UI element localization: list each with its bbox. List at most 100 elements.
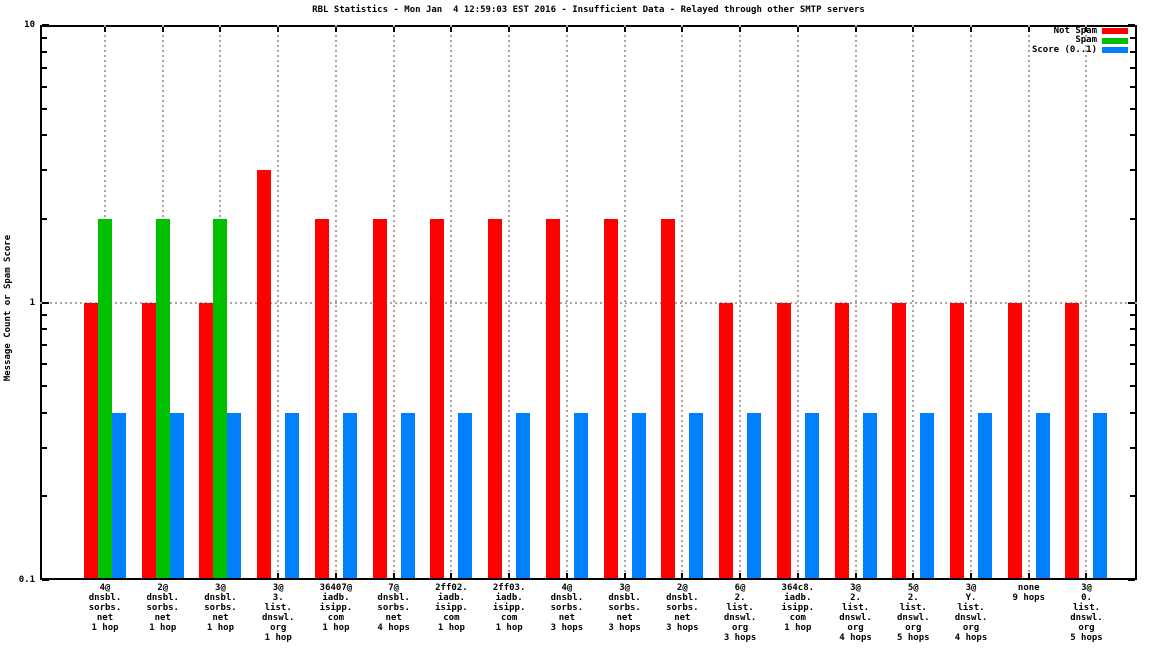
x-tic-top [392, 27, 395, 32]
x-tic-bottom [854, 573, 857, 578]
bar-score-0-1- [169, 412, 184, 578]
x-tick-label-line: 5 hops [897, 633, 930, 643]
x-tick-label-line: org [962, 623, 980, 633]
legend-label: Spam [1075, 35, 1097, 45]
x-tick-label: 2@ dnsbl. sorbs. net 1 hop [134, 583, 192, 633]
x-tick-label-line: net [558, 613, 575, 623]
x-tick-label-line: 3@ [850, 583, 861, 593]
bar-score-0-1- [862, 412, 877, 578]
x-tic-bottom [623, 573, 626, 578]
x-tick-label-line: dnswl. [1070, 613, 1103, 623]
x-tick-label-line: isipp. [492, 603, 526, 613]
x-tick-label-line: dnsbl. [377, 593, 410, 603]
x-tic-bottom [796, 573, 799, 578]
legend-swatch-spam [1102, 37, 1128, 44]
x-tic-top [277, 27, 280, 32]
bar-score-0-1- [112, 412, 126, 578]
x-tick-label-line: 2@ [676, 583, 688, 593]
y-minor-tic-right [1130, 385, 1135, 388]
x-tic-top [161, 27, 164, 32]
x-tick-label-line: com [327, 613, 345, 623]
bar-score-0-1- [920, 412, 935, 578]
y-minor-tic-left [42, 50, 47, 53]
x-tick-label-line: 364c8. [781, 583, 815, 593]
x-tic-top [1085, 27, 1088, 32]
y-minor-tic-left [42, 169, 47, 172]
x-tick-label-line: 3@ [272, 583, 284, 593]
x-tick-label-line: list. [726, 603, 754, 613]
x-tick-label-line: dnsbl. [146, 593, 179, 603]
x-tic-bottom [912, 573, 915, 578]
bar-spam [213, 218, 228, 578]
x-tick-label: 5@ 2. list. dnswl. org 5 hops [884, 583, 942, 643]
y-major-tic-right [1128, 301, 1135, 304]
x-tick-label-line: 4 hops [954, 633, 988, 643]
x-tick-label-line: 3@ [965, 583, 977, 593]
x-tic-bottom [450, 573, 453, 578]
bar-score-0-1- [227, 412, 242, 578]
x-tick-label-line: 3@ [1081, 583, 1092, 593]
x-tick-label-line: dnsbl. [666, 593, 699, 603]
x-tic-bottom [392, 573, 395, 578]
bar-not-spam [488, 218, 503, 578]
x-tick-label-line: isipp. [319, 603, 353, 613]
y-minor-tic-left [42, 217, 47, 220]
x-tick-label-line: org [905, 623, 922, 633]
y-tick-label: 1 [29, 297, 35, 308]
x-tick-label-line: list. [842, 603, 870, 613]
x-tick-label-line: list. [899, 603, 927, 613]
x-tick-label-line: net [385, 613, 402, 623]
x-tick-label-line: dnsbl. [88, 593, 122, 603]
bar-not-spam [141, 302, 156, 578]
y-minor-tic-right [1130, 411, 1135, 414]
x-tick-label-line: isipp. [435, 603, 468, 613]
x-tick-label-line: sorbs. [608, 603, 641, 613]
x-tic-top [739, 27, 742, 32]
bar-not-spam [719, 302, 734, 578]
y-minor-tic-right [1130, 66, 1135, 69]
y-minor-tic-left [42, 66, 47, 69]
x-tick-label: 3@ Y. list. dnswl. org 4 hops [942, 583, 1000, 643]
x-tick-label-line: iadb. [784, 593, 812, 603]
x-tick-label-line: 3@ [619, 583, 631, 593]
x-tick-label-line: dnswl. [897, 613, 930, 623]
x-tick-label-line: iadb. [495, 593, 523, 603]
x-tick-label-line: dnsbl. [608, 593, 641, 603]
x-tick-label-line: 2ff02. [435, 583, 468, 593]
x-tick-label: 7@ dnsbl. sorbs. net 4 hops [365, 583, 423, 633]
x-tick-label-line: 2. [907, 593, 919, 603]
x-tick-label-line: dnswl. [839, 613, 872, 623]
x-tick-label-line: net [674, 613, 691, 623]
x-tick-label: 3@ 2. list. dnswl. org 4 hops [827, 583, 885, 643]
x-tick-label-line: 1 hop [149, 623, 177, 633]
bar-not-spam [545, 218, 560, 578]
x-tick-label-line: org [1078, 623, 1095, 633]
x-tick-label-line: 3 hops [550, 623, 584, 633]
bar-not-spam [257, 170, 272, 578]
bar-not-spam [892, 302, 907, 578]
x-tick-label-line: 3@ [215, 583, 226, 593]
x-tic-bottom [277, 573, 280, 578]
x-tic-top [912, 27, 915, 32]
x-tick-label: 3@ dnsbl. sorbs. net 1 hop [191, 583, 249, 633]
bar-not-spam [834, 302, 849, 578]
y-minor-tic-left [42, 385, 47, 388]
x-tick-label-line: 0. [1081, 593, 1092, 603]
x-tick-label-line: 1 hop [91, 623, 119, 633]
bar-score-0-1- [458, 412, 473, 578]
x-tick-label-line: 3. [272, 593, 284, 603]
y-minor-tic-left [42, 495, 47, 498]
x-tick-label-line: 2. [734, 593, 746, 603]
bar-score-0-1- [342, 412, 357, 578]
x-tick-label-line: isipp. [781, 603, 815, 613]
x-tick-label-line: 5 hops [1070, 633, 1103, 643]
y-minor-tic-right [1130, 36, 1135, 39]
x-tick-label-line: 2@ [157, 583, 169, 593]
x-tic-bottom [970, 573, 973, 578]
bar-not-spam [430, 218, 445, 578]
y-minor-tic-right [1130, 50, 1135, 53]
x-tick-label-line: 3 hops [666, 623, 699, 633]
y-minor-tic-right [1130, 107, 1135, 110]
x-tick-label: 3@ 0. list. dnswl. org 5 hops [1057, 583, 1115, 643]
y-minor-tic-right [1130, 495, 1135, 498]
